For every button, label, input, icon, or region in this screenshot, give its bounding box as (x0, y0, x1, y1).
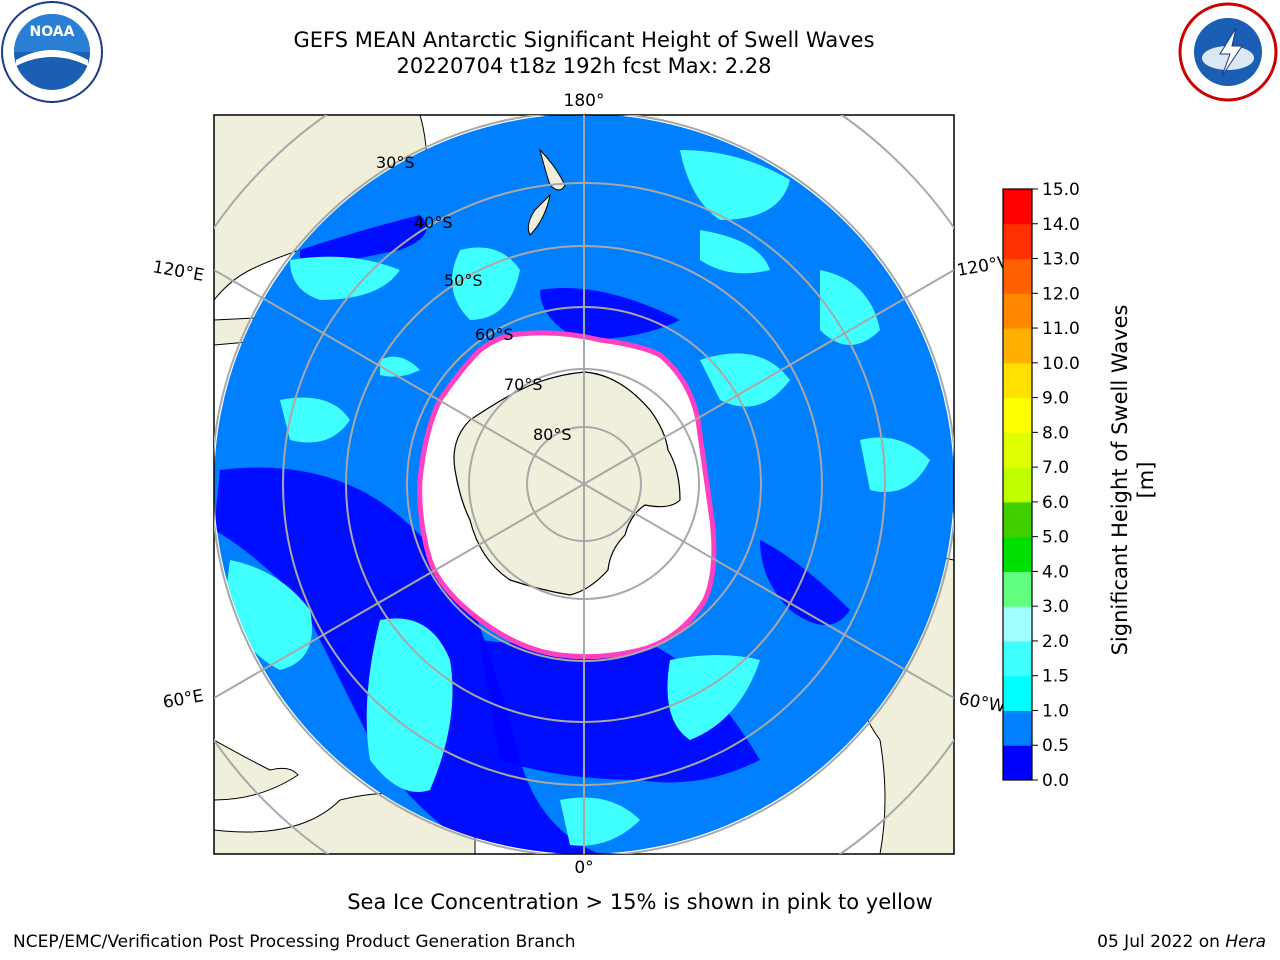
nws-logo (1176, 0, 1280, 104)
lon-label-0: 0° (574, 858, 593, 878)
lat-label-60s: 60°S (475, 325, 514, 344)
colorbar-swatch (1003, 571, 1032, 607)
colorbar-swatch (1003, 467, 1032, 503)
colorbar-swatches (1003, 189, 1032, 781)
colorbar-swatch (1003, 640, 1032, 677)
colorbar-tick-label: 12.0 (1042, 284, 1080, 304)
graticule (214, 115, 954, 854)
colorbar-tick-label: 0.5 (1042, 736, 1069, 756)
lat-label-70s: 70°S (504, 375, 543, 394)
colorbar-tick-label: 9.0 (1042, 389, 1069, 409)
chart-title: GEFS MEAN Antarctic Significant Height o… (293, 28, 875, 52)
colorbar-tick-label: 8.0 (1042, 423, 1069, 443)
colorbar-tick-label: 0.0 (1042, 771, 1069, 790)
footer-credit: NCEP/EMC/Verification Post Processing Pr… (13, 932, 576, 952)
colorbar: 0.0 0.5 1.0 1.5 2.0 3.0 4.0 5.0 6.0 7.0 8.0 9.0 10.0… (1002, 180, 1080, 790)
colorbar-swatch (1003, 328, 1032, 364)
noaa-logo: NOAA (0, 0, 104, 104)
colorbar-tick-label: 2.0 (1042, 632, 1069, 652)
footer-date-text: 05 Jul 2022 on (1097, 932, 1220, 952)
colorbar-swatch (1003, 258, 1032, 294)
colorbar-swatch (1003, 745, 1032, 781)
colorbar-swatch (1003, 675, 1032, 711)
footer-date: 05 Jul 2022 on Hera (1097, 932, 1266, 952)
colorbar-swatch (1003, 432, 1032, 468)
lat-label-80s: 80°S (533, 425, 572, 444)
colorbar-swatch (1003, 606, 1032, 642)
colorbar-tick-label: 5.0 (1042, 528, 1069, 548)
lon-label-120e: 120°E (151, 257, 205, 286)
chart-subtitle: 20220704 t18z 192h fcst Max: 2.28 (396, 54, 772, 78)
colorbar-tick-label: 10.0 (1042, 354, 1080, 374)
lon-label-180: 180° (564, 91, 605, 111)
colorbar-swatch (1003, 397, 1032, 433)
colorbar-swatch (1003, 536, 1032, 572)
colorbar-tick-label: 13.0 (1042, 250, 1080, 270)
colorbar-tick-label: 7.0 (1042, 458, 1069, 478)
colorbar-tick-label: 4.0 (1042, 562, 1069, 582)
lon-label-60e: 60°E (161, 686, 205, 713)
lat-label-40s: 40°S (414, 213, 453, 232)
new-zealand-land (527, 148, 566, 236)
colorbar-tick-label: 3.0 (1042, 597, 1069, 617)
colorbar-swatch (1003, 293, 1032, 329)
svg-text:NOAA: NOAA (30, 24, 75, 40)
colorbar-swatch (1003, 362, 1032, 399)
colorbar-swatch (1003, 710, 1032, 746)
colorbar-tick-label: 6.0 (1042, 493, 1069, 513)
colorbar-tick-label: 15.0 (1042, 180, 1080, 200)
colorbar-tick-label: 1.0 (1042, 701, 1069, 721)
caption: Sea Ice Concentration > 15% is shown in … (347, 890, 933, 914)
footer-host: Hera (1225, 932, 1266, 952)
colorbar-swatch (1003, 189, 1032, 225)
lat-label-50s: 50°S (444, 271, 483, 290)
antarctica-land (453, 371, 681, 596)
colorbar-frame (1002, 188, 1033, 781)
colorbar-ticks: 0.0 0.5 1.0 1.5 2.0 3.0 4.0 5.0 6.0 7.0 8.0 9.0 10.0… (1032, 180, 1080, 790)
colorbar-label-text: Significant Height of Swell Waves[m] (1108, 305, 1158, 656)
colorbar-tick-label: 14.0 (1042, 215, 1080, 235)
colorbar-swatch (1003, 223, 1032, 260)
colorbar-tick-label: 11.0 (1042, 319, 1080, 339)
colorbar-label: Significant Height of Swell Waves[m] (1105, 200, 1165, 760)
colorbar-swatch (1003, 501, 1032, 538)
lat-label-30s: 30°S (376, 153, 415, 172)
colorbar-tick-label: 1.5 (1042, 667, 1069, 687)
